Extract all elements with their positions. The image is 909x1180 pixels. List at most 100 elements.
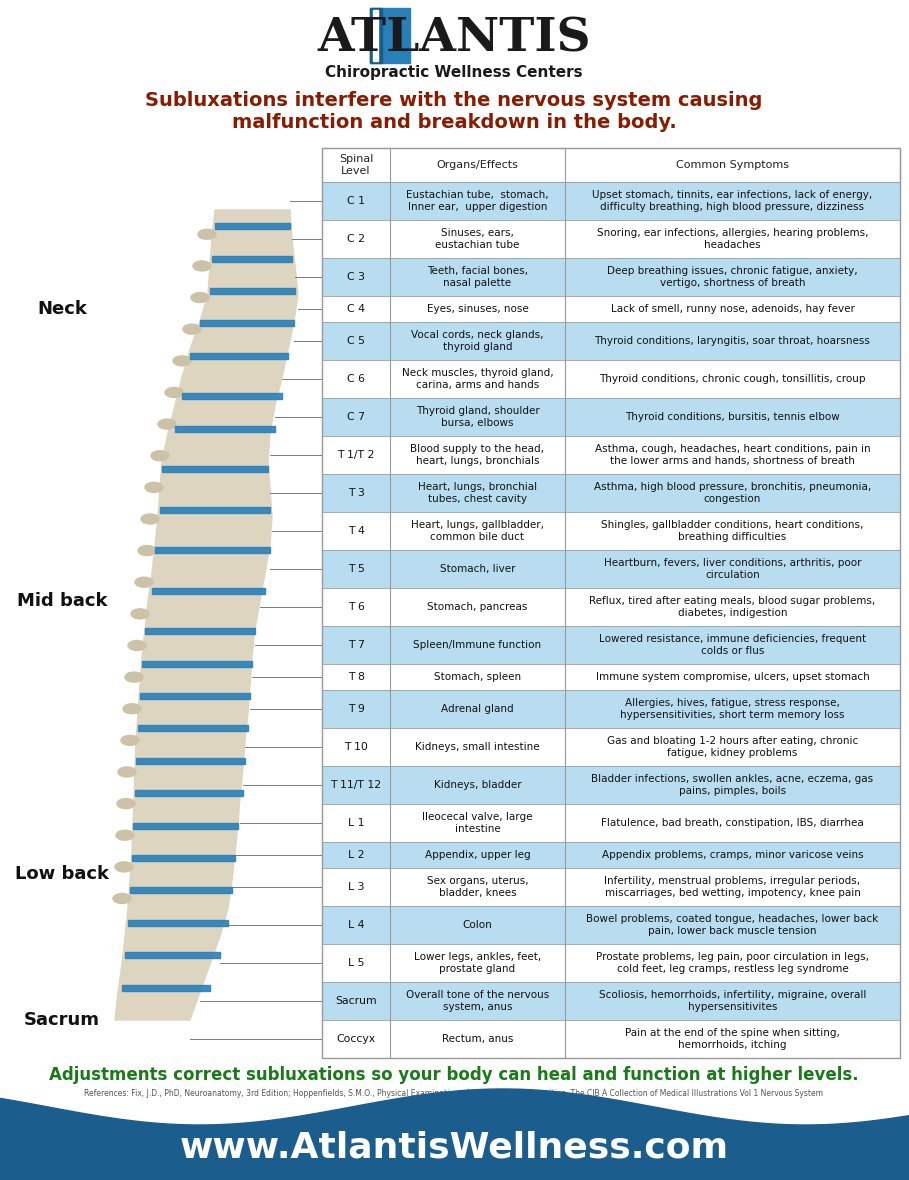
Text: Lack of smell, runny nose, adenoids, hay fever: Lack of smell, runny nose, adenoids, hay… [611,304,854,314]
Text: Prostate problems, leg pain, poor circulation in legs,
cold feet, leg cramps, re: Prostate problems, leg pain, poor circul… [596,952,869,974]
Bar [200,321,294,327]
Bar [162,466,268,472]
Text: Blood supply to the head,
heart, lungs, bronchials: Blood supply to the head, heart, lungs, … [411,444,544,466]
Text: Infertility, menstrual problems, irregular periods,
miscarriages, bed wetting, i: Infertility, menstrual problems, irregul… [604,877,861,898]
Text: Eustachian tube,  stomach,
Inner ear,  upper digestion: Eustachian tube, stomach, Inner ear, upp… [406,190,549,211]
Bar [322,1020,900,1058]
Bar [322,843,900,868]
Bar [322,435,900,474]
Text: C 3: C 3 [347,273,365,282]
Text: Upset stomach, tinnits, ear infections, lack of energy,
difficulty breathing, hi: Upset stomach, tinnits, ear infections, … [593,190,873,211]
Text: C 2: C 2 [347,234,365,244]
Bar [322,728,900,766]
Text: Neck: Neck [37,300,87,317]
Text: L 4: L 4 [348,920,365,930]
Text: T 6: T 6 [347,602,365,612]
Bar [370,8,410,63]
Bar [160,506,270,512]
Text: C 7: C 7 [347,412,365,422]
Text: Vocal cords, neck glands,
thyroid gland: Vocal cords, neck glands, thyroid gland [411,330,544,352]
Bar [322,360,900,398]
Bar [133,822,238,828]
Polygon shape [0,1089,909,1180]
Text: Organs/Effects: Organs/Effects [436,160,518,170]
Ellipse shape [138,545,156,556]
Bar [322,868,900,906]
Bar [322,512,900,550]
Text: Spleen/Immune function: Spleen/Immune function [414,640,542,650]
Bar [322,550,900,588]
Ellipse shape [121,735,139,746]
Text: Thyroid gland, shoulder
bursa, elbows: Thyroid gland, shoulder bursa, elbows [415,406,539,428]
Bar [322,690,900,728]
Bar [122,984,210,990]
Ellipse shape [116,831,134,840]
Ellipse shape [141,514,159,524]
Text: Appendix, upper leg: Appendix, upper leg [425,850,530,860]
Bar [155,548,270,553]
Text: T 1/T 2: T 1/T 2 [337,450,375,460]
Text: L 3: L 3 [348,881,365,892]
Text: Lowered resistance, immune deficiencies, frequent
colds or flus: Lowered resistance, immune deficiencies,… [599,634,866,656]
Text: Immune system compromise, ulcers, upset stomach: Immune system compromise, ulcers, upset … [595,671,869,682]
Bar [322,322,900,360]
Bar [322,474,900,512]
Text: Lower legs, ankles, feet,
prostate gland: Lower legs, ankles, feet, prostate gland [414,952,541,974]
Bar [322,182,900,219]
Text: References: Fix, J.D., PhD, Neuroanatomy, 3rd Edition; Hoppenfields, S.M.O., Phy: References: Fix, J.D., PhD, Neuroanatomy… [85,1089,824,1099]
Text: Kidneys, bladder: Kidneys, bladder [434,780,522,789]
Bar [138,726,248,732]
Text: T 10: T 10 [345,742,368,752]
Text: Stomach, pancreas: Stomach, pancreas [427,602,528,612]
Bar [215,223,290,229]
Text: Teeth, facial bones,
nasal palette: Teeth, facial bones, nasal palette [427,267,528,288]
Bar [322,982,900,1020]
Text: Mid back: Mid back [16,592,107,610]
Text: Asthma, cough, headaches, heart conditions, pain in
the lower arms and hands, sh: Asthma, cough, headaches, heart conditio… [594,444,870,466]
Text: malfunction and breakdown in the body.: malfunction and breakdown in the body. [232,112,676,131]
Bar [322,258,900,296]
Text: C 5: C 5 [347,336,365,346]
Text: Spinal
Level: Spinal Level [339,155,374,176]
Text: Heartburn, fevers, liver conditions, arthritis, poor
circulation: Heartburn, fevers, liver conditions, art… [604,558,861,579]
Bar [322,148,900,182]
Ellipse shape [151,451,169,460]
Text: Scoliosis, hemorrhoids, infertility, migraine, overall
hypersensitivites: Scoliosis, hemorrhoids, infertility, mig… [599,990,866,1011]
Text: www.AtlantisWellness.com: www.AtlantisWellness.com [179,1130,728,1165]
Bar [322,627,900,664]
Text: T 3: T 3 [347,489,365,498]
Ellipse shape [191,293,209,302]
Bar [322,296,900,322]
Text: T 4: T 4 [347,526,365,536]
Bar [322,148,900,1058]
Text: Stomach, spleen: Stomach, spleen [434,671,521,682]
Text: Rectum, anus: Rectum, anus [442,1034,514,1044]
Bar [212,256,292,262]
Bar [370,8,382,63]
Text: T 8: T 8 [347,671,365,682]
Text: Pain at the end of the spine when sitting,
hemorrhoids, itching: Pain at the end of the spine when sittin… [625,1028,840,1050]
Text: Coccyx: Coccyx [336,1034,375,1044]
Text: L 5: L 5 [348,958,365,968]
Bar [125,952,220,958]
Text: Eyes, sinuses, nose: Eyes, sinuses, nose [426,304,528,314]
Bar [322,398,900,435]
Text: Deep breathing issues, chronic fatigue, anxiety,
vertigo, shortness of breath: Deep breathing issues, chronic fatigue, … [607,267,858,288]
Text: Asthma, high blood pressure, bronchitis, pneumonia,
congestion: Asthma, high blood pressure, bronchitis,… [594,483,871,504]
Text: Heart, lungs, gallbladder,
common bile duct: Heart, lungs, gallbladder, common bile d… [411,520,544,542]
Ellipse shape [118,767,136,776]
Text: Ileocecal valve, large
intestine: Ileocecal valve, large intestine [423,812,533,834]
Text: Sacrum: Sacrum [24,1011,100,1029]
Bar [128,919,228,926]
Text: Overall tone of the nervous
system, anus: Overall tone of the nervous system, anus [406,990,549,1011]
Text: Bladder infections, swollen ankles, acne, eczema, gas
pains, pimples, boils: Bladder infections, swollen ankles, acne… [592,774,874,795]
Bar [322,804,900,843]
Ellipse shape [131,609,149,618]
Bar [135,791,243,796]
Text: Flatulence, bad breath, constipation, IBS, diarrhea: Flatulence, bad breath, constipation, IB… [601,818,864,828]
Bar [182,393,282,399]
Ellipse shape [193,261,211,271]
Bar [132,856,235,861]
Bar [190,353,288,359]
Bar [373,9,378,61]
